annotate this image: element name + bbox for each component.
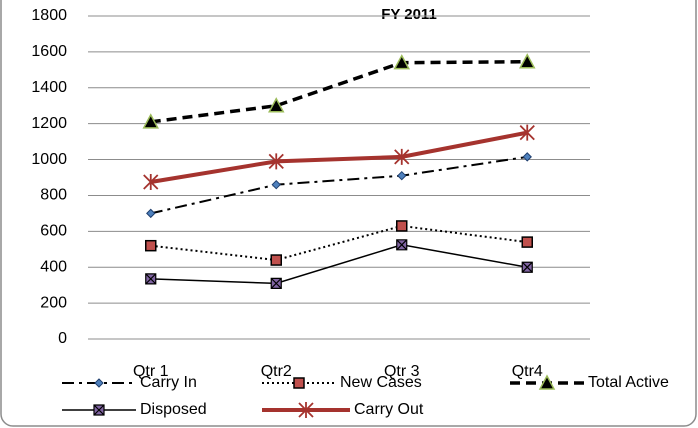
marker <box>394 148 410 165</box>
y-tick-label: 1800 <box>31 7 67 24</box>
marker <box>396 239 408 251</box>
marker <box>396 220 408 232</box>
y-tick-label: 0 <box>58 330 67 347</box>
marker <box>298 402 314 418</box>
legend-label: Carry In <box>140 374 197 391</box>
marker <box>397 170 407 181</box>
marker <box>267 97 285 113</box>
x-tick-label: Qtr4 <box>512 363 543 380</box>
y-tick-label: 1200 <box>31 115 67 132</box>
y-tick-label: 200 <box>40 294 67 311</box>
series-line <box>150 224 528 262</box>
marker <box>522 152 532 162</box>
marker <box>268 153 284 170</box>
y-tick-label: 1000 <box>31 151 67 168</box>
marker <box>146 208 156 219</box>
marker <box>143 173 159 190</box>
y-tick-label: 1400 <box>31 79 67 96</box>
y-tick-label: 800 <box>40 187 67 204</box>
marker <box>519 124 535 141</box>
legend-label: New Cases <box>340 374 422 391</box>
series-line <box>150 155 528 215</box>
series-line <box>150 130 528 184</box>
marker <box>142 113 160 129</box>
x-tick-label: Qtr 3 <box>384 363 420 380</box>
marker <box>393 54 411 70</box>
marker <box>518 53 536 69</box>
marker <box>145 239 157 252</box>
y-tick-label: 600 <box>40 223 67 240</box>
marker <box>94 378 104 388</box>
legend-label: Total Active <box>588 374 669 391</box>
marker <box>521 236 533 248</box>
series-line <box>150 244 528 285</box>
y-tick-label: 400 <box>40 258 67 275</box>
x-tick-label: Qtr2 <box>261 363 292 380</box>
marker <box>538 374 556 390</box>
series-line <box>150 60 528 124</box>
marker <box>145 273 157 285</box>
legend-label: Disposed <box>140 401 207 418</box>
marker <box>93 404 105 416</box>
legend-label: Carry Out <box>354 401 424 418</box>
x-tick-label: Qtr 1 <box>133 363 169 380</box>
marker <box>271 179 281 190</box>
marker <box>521 261 533 273</box>
chart-title: FY 2011 <box>381 6 437 23</box>
y-tick-label: 1600 <box>31 43 67 60</box>
marker <box>270 277 282 289</box>
marker <box>270 254 282 266</box>
marker <box>293 377 305 389</box>
